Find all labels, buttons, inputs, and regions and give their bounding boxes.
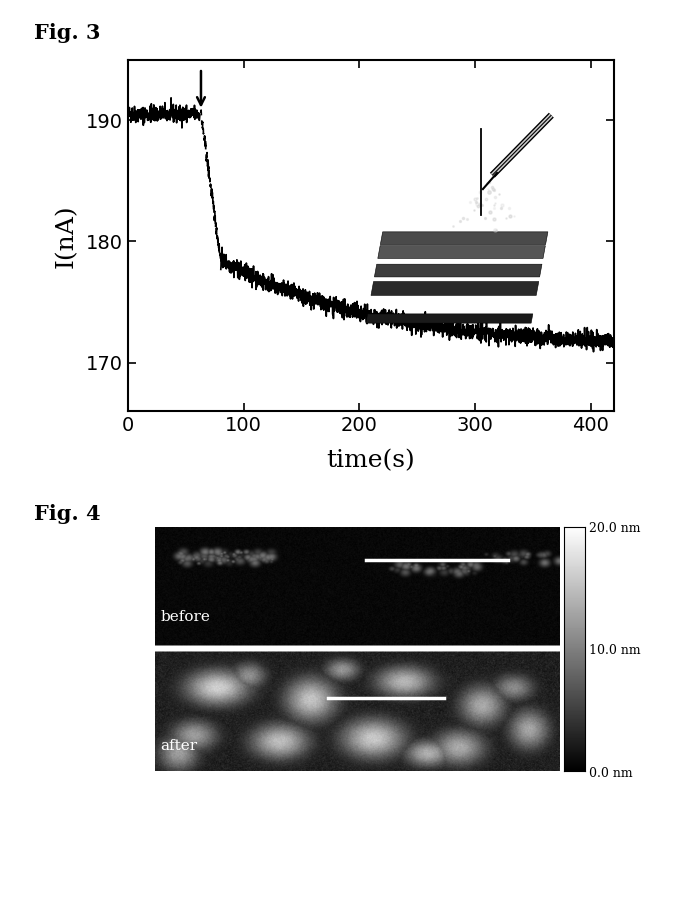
Y-axis label: I(nA): I(nA) [55, 204, 78, 267]
Text: Fig. 3: Fig. 3 [34, 23, 100, 43]
Polygon shape [366, 314, 532, 323]
Polygon shape [377, 246, 545, 259]
Polygon shape [371, 282, 539, 296]
X-axis label: time(s): time(s) [326, 449, 415, 472]
Text: before: before [160, 610, 210, 624]
Polygon shape [374, 264, 542, 277]
Polygon shape [380, 232, 547, 245]
Text: Fig. 4: Fig. 4 [34, 504, 100, 524]
Text: after: after [160, 738, 197, 752]
